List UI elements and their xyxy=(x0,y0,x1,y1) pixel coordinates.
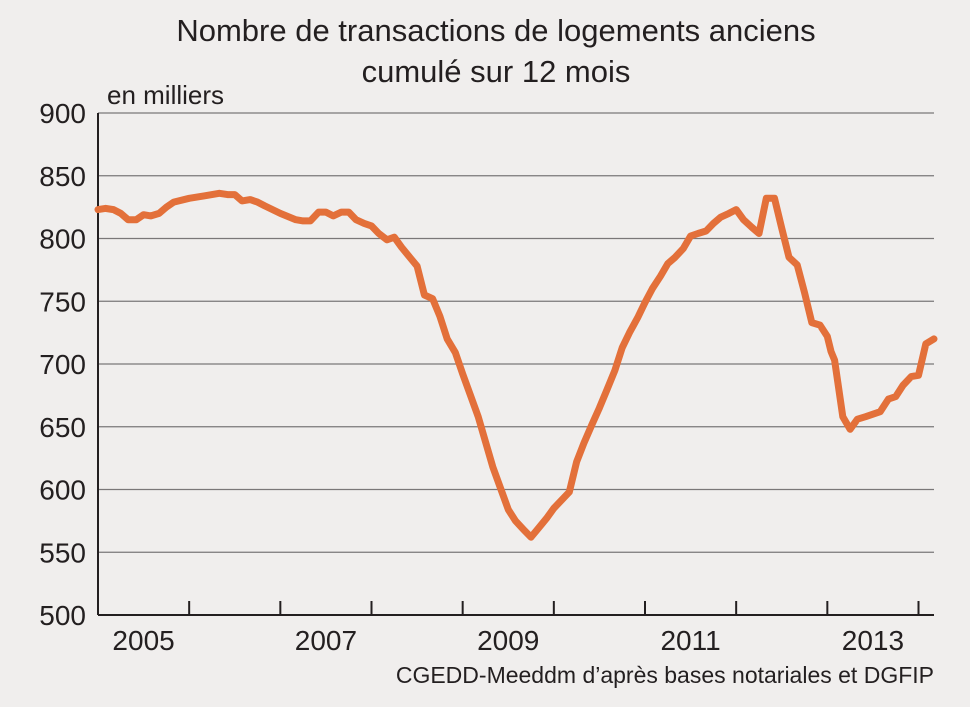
series-line-0 xyxy=(94,189,938,541)
y-tick-label-800: 800 xyxy=(39,224,86,255)
chart-subtitle: cumulé sur 12 mois xyxy=(362,54,631,89)
y-tick-label-550: 550 xyxy=(39,537,86,568)
y-axis-tick-labels: 900 850 800 750 700 650 600 550 500 xyxy=(39,98,86,631)
y-tick-label-850: 850 xyxy=(39,161,86,192)
chart-title: Nombre de transactions de logements anci… xyxy=(176,13,815,48)
y-tick-label-700: 700 xyxy=(39,349,86,380)
x-tick-label-2007: 2007 xyxy=(295,625,357,656)
y-tick-label-900: 900 xyxy=(39,98,86,129)
y-tick-label-600: 600 xyxy=(39,475,86,506)
unit-label: en milliers xyxy=(107,80,224,110)
x-axis-tick-labels: 2005 2007 2009 2011 2013 xyxy=(112,625,904,656)
series-line-layer xyxy=(94,189,938,541)
y-tick-label-750: 750 xyxy=(39,286,86,317)
x-tick-label-2009: 2009 xyxy=(477,625,539,656)
gridlines xyxy=(98,112,934,553)
source-note: CGEDD-Meeddm d’après bases notariales et… xyxy=(396,662,934,688)
x-tick-label-2011: 2011 xyxy=(660,625,720,656)
y-tick-label-500: 500 xyxy=(39,600,86,631)
x-axis xyxy=(97,113,934,616)
x-tick-label-2005: 2005 xyxy=(112,625,174,656)
x-tick-label-2013: 2013 xyxy=(842,625,904,656)
y-tick-label-650: 650 xyxy=(39,412,86,443)
